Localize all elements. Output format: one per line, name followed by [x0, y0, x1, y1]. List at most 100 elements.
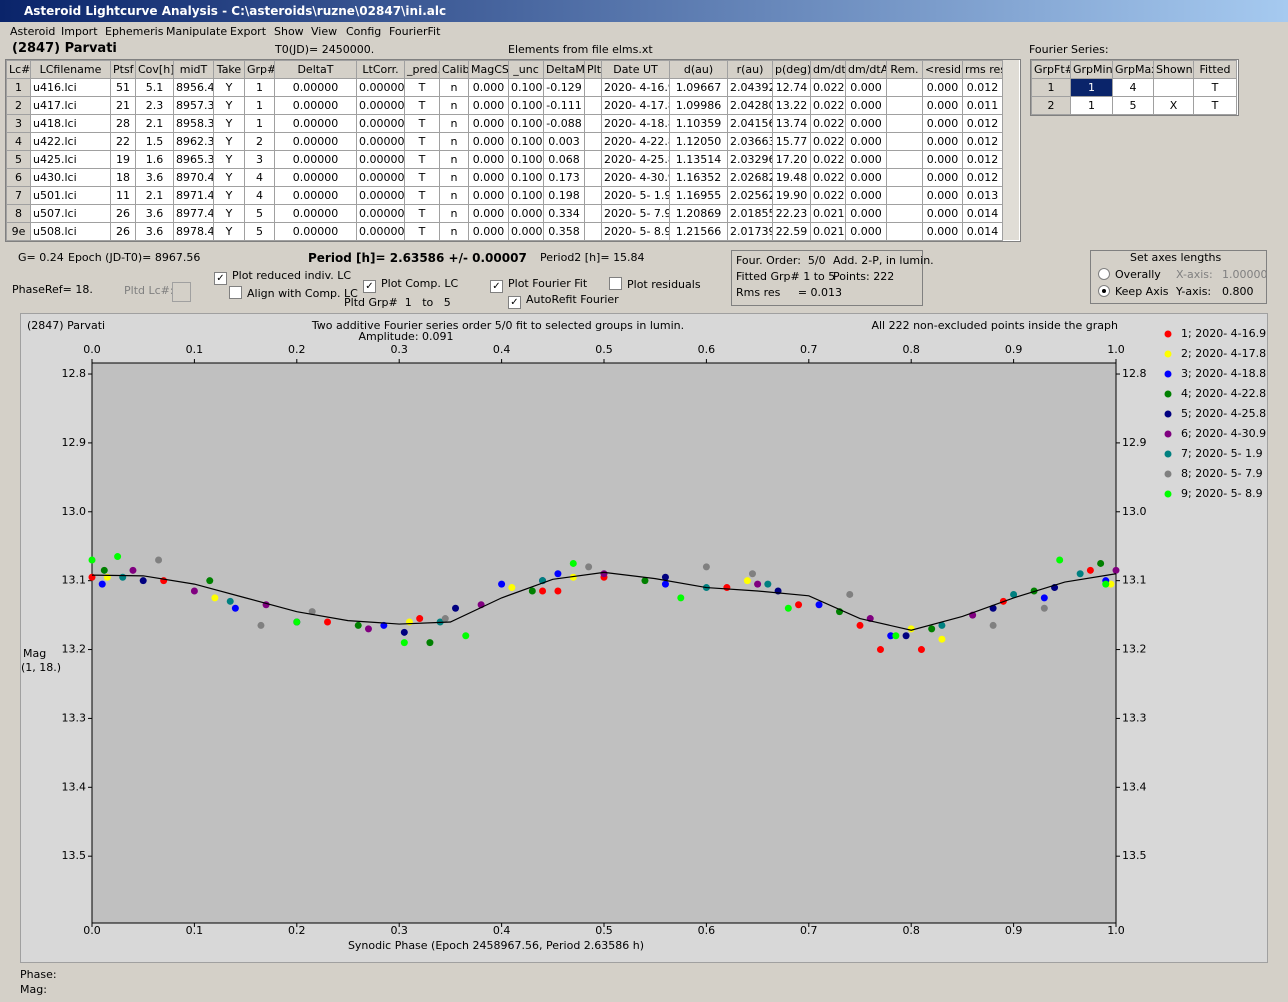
- menu-item[interactable]: Manipulate: [166, 25, 228, 38]
- column-header[interactable]: DeltaM: [543, 60, 585, 79]
- cell[interactable]: 1.10359: [669, 114, 728, 133]
- cell[interactable]: Y: [213, 78, 245, 97]
- cell[interactable]: Y: [213, 150, 245, 169]
- cell[interactable]: 0.100: [508, 168, 544, 187]
- cell[interactable]: 8956.4: [173, 78, 214, 97]
- cell[interactable]: 3.6: [135, 204, 174, 223]
- cell[interactable]: [886, 168, 923, 187]
- column-header[interactable]: GrpFt#: [1031, 60, 1071, 79]
- cell[interactable]: T: [404, 78, 440, 97]
- cell[interactable]: 0.003: [543, 132, 585, 151]
- column-header[interactable]: GrpMin: [1070, 60, 1113, 79]
- cell[interactable]: T: [1193, 96, 1237, 115]
- cell[interactable]: T: [404, 132, 440, 151]
- radio[interactable]: Overally: [1098, 268, 1161, 281]
- checkbox[interactable]: ✓ Plot Comp. LC: [363, 277, 458, 293]
- spinner[interactable]: [172, 282, 191, 302]
- cell[interactable]: 0.000: [845, 222, 887, 241]
- cell[interactable]: 8977.4: [173, 204, 214, 223]
- cell[interactable]: 0.00000: [356, 114, 405, 133]
- cell[interactable]: 18: [110, 168, 136, 187]
- cell[interactable]: [584, 132, 602, 151]
- cell[interactable]: 0.100: [508, 150, 544, 169]
- cell[interactable]: 2.01855: [727, 204, 773, 223]
- checkbox[interactable]: ✓ AutoRefit Fourier: [508, 293, 619, 309]
- cell[interactable]: 0.00000: [274, 150, 357, 169]
- cell[interactable]: 1.12050: [669, 132, 728, 151]
- cell[interactable]: Y: [213, 204, 245, 223]
- cell[interactable]: 51: [110, 78, 136, 97]
- cell[interactable]: 4: [244, 168, 275, 187]
- cell[interactable]: 0.000: [468, 168, 509, 187]
- cell[interactable]: 0.000: [845, 168, 887, 187]
- cell[interactable]: 2.1: [135, 114, 174, 133]
- cell[interactable]: n: [439, 78, 469, 97]
- cell[interactable]: 0.334: [543, 204, 585, 223]
- cell[interactable]: [584, 186, 602, 205]
- cell[interactable]: 2020- 5- 7.9: [601, 204, 670, 223]
- cell[interactable]: 1: [244, 114, 275, 133]
- column-header[interactable]: DeltaT: [274, 60, 357, 79]
- cell[interactable]: 0.100: [508, 186, 544, 205]
- cell[interactable]: 0.011: [962, 96, 1003, 115]
- cell[interactable]: 0.000: [922, 150, 963, 169]
- cell[interactable]: 5: [244, 222, 275, 241]
- fourier-table[interactable]: GrpFt#GrpMinGrpMaxShownFitted114T215XT: [1030, 59, 1239, 116]
- cell[interactable]: 0.000: [922, 78, 963, 97]
- cell[interactable]: 1.09667: [669, 78, 728, 97]
- column-header[interactable]: Ptsf: [110, 60, 136, 79]
- checkbox[interactable]: ✓ Plot Fourier Fit: [490, 277, 587, 293]
- cell[interactable]: 4: [1112, 78, 1154, 97]
- cell[interactable]: T: [404, 168, 440, 187]
- menu-item[interactable]: Import: [61, 25, 98, 38]
- cell[interactable]: 5.1: [135, 78, 174, 97]
- cell[interactable]: 1.13514: [669, 150, 728, 169]
- cell[interactable]: 0.012: [962, 168, 1003, 187]
- cell[interactable]: [886, 204, 923, 223]
- cell[interactable]: 13.74: [772, 114, 811, 133]
- cell[interactable]: 2: [1031, 96, 1071, 115]
- cell[interactable]: 0.000: [845, 186, 887, 205]
- cell[interactable]: u501.lci: [30, 186, 111, 205]
- checkbox[interactable]: Align with Comp. LC: [229, 286, 358, 300]
- column-header[interactable]: dm/dt: [810, 60, 846, 79]
- column-header[interactable]: LCfilename: [30, 60, 111, 79]
- cell[interactable]: 0.014: [962, 222, 1003, 241]
- cell[interactable]: 1: [244, 96, 275, 115]
- cell[interactable]: 4: [6, 132, 31, 151]
- cell[interactable]: 13.22: [772, 96, 811, 115]
- cell[interactable]: 12.74: [772, 78, 811, 97]
- column-header[interactable]: Date UT: [601, 60, 670, 79]
- cell[interactable]: u416.lci: [30, 78, 111, 97]
- column-header[interactable]: Cov[h]: [135, 60, 174, 79]
- column-header[interactable]: Rem.: [886, 60, 923, 79]
- cell[interactable]: Y: [213, 168, 245, 187]
- cell[interactable]: 0.00000: [274, 96, 357, 115]
- cell[interactable]: n: [439, 150, 469, 169]
- cell[interactable]: 21: [110, 96, 136, 115]
- cell[interactable]: 2.02682: [727, 168, 773, 187]
- cell[interactable]: [886, 78, 923, 97]
- cell[interactable]: 19.90: [772, 186, 811, 205]
- cell[interactable]: 0.013: [962, 186, 1003, 205]
- cell[interactable]: 0.100: [508, 132, 544, 151]
- cell[interactable]: 0.000: [468, 114, 509, 133]
- column-header[interactable]: midT: [173, 60, 214, 79]
- cell[interactable]: 0.00000: [274, 222, 357, 241]
- cell[interactable]: u507.lci: [30, 204, 111, 223]
- cell[interactable]: 22.59: [772, 222, 811, 241]
- cell[interactable]: Y: [213, 222, 245, 241]
- cell[interactable]: 0.021: [810, 222, 846, 241]
- cell[interactable]: 3: [6, 114, 31, 133]
- cell[interactable]: T: [404, 150, 440, 169]
- cell[interactable]: T: [1193, 78, 1237, 97]
- cell[interactable]: 4: [244, 186, 275, 205]
- cell[interactable]: -0.129: [543, 78, 585, 97]
- cell[interactable]: 1: [1031, 78, 1071, 97]
- menu-item[interactable]: View: [311, 25, 338, 38]
- cell[interactable]: u430.lci: [30, 168, 111, 187]
- cell[interactable]: 0.000: [468, 132, 509, 151]
- cell[interactable]: 0.000: [468, 150, 509, 169]
- cell[interactable]: n: [439, 114, 469, 133]
- menu-item[interactable]: Show: [274, 25, 304, 38]
